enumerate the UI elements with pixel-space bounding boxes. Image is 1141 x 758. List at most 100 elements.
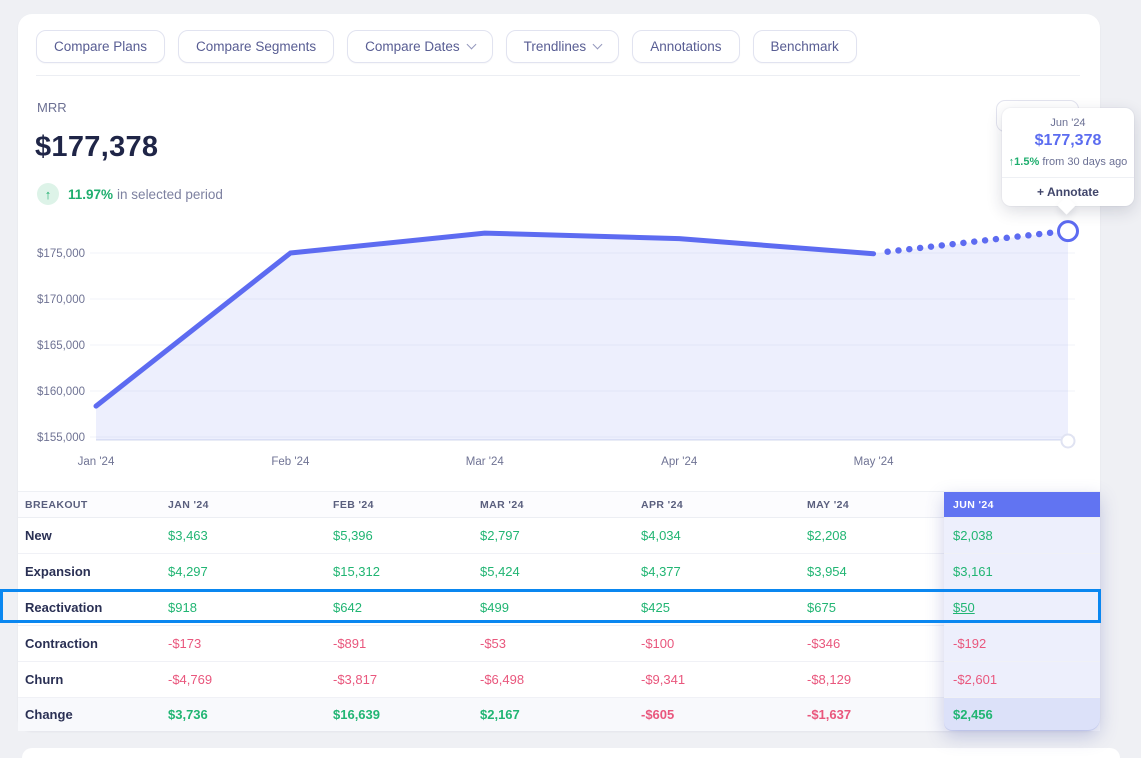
cell-value[interactable]: -$6,498 [480, 672, 525, 687]
x-axis-tick-label: Mar '24 [466, 456, 505, 468]
column-header-jun-selected[interactable]: JUN '24 [944, 492, 1100, 517]
cell-value[interactable]: $675 [807, 600, 836, 615]
cell-value[interactable]: -$9,341 [641, 672, 686, 687]
compare-dates-button[interactable]: Compare Dates [347, 30, 493, 63]
table-header-row: BREAKOUT JAN '24 FEB '24 MAR '24 APR '24… [18, 491, 1100, 518]
column-header-mar[interactable]: MAR '24 [480, 498, 524, 511]
cell-value[interactable]: $4,377 [641, 564, 681, 579]
column-header-may[interactable]: MAY '24 [807, 498, 850, 511]
cell-value-text: $50 [953, 600, 975, 615]
benchmark-button[interactable]: Benchmark [752, 30, 857, 63]
cell-value[interactable]: $15,312 [333, 564, 380, 579]
table-row-churn: Churn -$4,769 -$3,817 -$6,498 -$9,341 -$… [18, 662, 1100, 698]
growth-suffix: in selected period [117, 186, 223, 202]
breakout-table: BREAKOUT JAN '24 FEB '24 MAR '24 APR '24… [18, 491, 1100, 731]
compare-plans-button[interactable]: Compare Plans [36, 30, 166, 63]
cell-value[interactable]: $2,167 [480, 707, 520, 722]
cell-value-jun[interactable]: -$2,601 [944, 662, 1100, 697]
cell-value-jun[interactable]: $3,161 [944, 554, 1100, 589]
y-axis-tick-label: $155,000 [37, 432, 85, 444]
cell-value[interactable]: $918 [168, 600, 197, 615]
row-label: Reactivation [25, 600, 103, 615]
next-section-card [22, 748, 1120, 758]
cell-value[interactable]: $642 [333, 600, 362, 615]
column-header-apr[interactable]: APR '24 [641, 498, 684, 511]
area-fill [96, 231, 1068, 440]
tooltip-delta-suffix: from 30 days ago [1042, 156, 1128, 168]
cell-value[interactable]: $4,034 [641, 528, 681, 543]
cell-value[interactable]: $499 [480, 600, 509, 615]
button-label: Compare Plans [54, 39, 148, 54]
cell-value[interactable]: $5,424 [480, 564, 520, 579]
x-axis-tick-label: Jan '24 [78, 456, 115, 468]
y-axis-tick-label: $175,000 [37, 248, 85, 260]
row-label: New [25, 528, 52, 543]
cell-value[interactable]: -$891 [333, 636, 367, 651]
cell-value[interactable]: $5,396 [333, 528, 373, 543]
row-label: Contraction [25, 636, 98, 651]
y-axis-tick-label: $160,000 [37, 386, 85, 398]
column-header-breakout: BREAKOUT [25, 498, 88, 511]
row-label: Expansion [25, 564, 91, 579]
cell-value-jun[interactable]: $2,456 [944, 698, 1100, 731]
chevron-down-icon [592, 39, 603, 50]
x-axis-tick-label: Apr '24 [661, 456, 698, 468]
cell-value-jun[interactable]: $2,038 [944, 518, 1100, 553]
button-label: Compare Dates [365, 39, 460, 54]
row-label: Churn [25, 672, 64, 687]
button-label: Annotations [650, 39, 722, 54]
cell-value[interactable]: $2,208 [807, 528, 847, 543]
cell-value-jun[interactable]: -$192 [944, 626, 1100, 661]
chart-end-marker[interactable] [1057, 220, 1079, 243]
tooltip-value: $177,378 [1034, 132, 1102, 149]
table-row-reactivation[interactable]: Reactivation $918 $642 $499 $425 $675 $5… [18, 590, 1100, 626]
cell-value[interactable]: -$8,129 [807, 672, 852, 687]
x-axis-tick-label: Feb '24 [271, 456, 310, 468]
tooltip-delta: ↑1.5% from 30 days ago [1002, 156, 1134, 168]
table-row-contraction: Contraction -$173 -$891 -$53 -$100 -$346… [18, 626, 1100, 662]
button-label: Benchmark [770, 39, 839, 54]
cell-value-jun-link[interactable]: $50 [944, 590, 1100, 625]
chevron-down-icon [466, 39, 477, 50]
arrow-up-icon: ↑ [1008, 156, 1015, 168]
compare-segments-button[interactable]: Compare Segments [178, 30, 335, 63]
table-row-new: New $3,463 $5,396 $2,797 $4,034 $2,208 $… [18, 518, 1100, 554]
toolbar-divider [36, 75, 1080, 76]
cell-value[interactable]: $3,954 [807, 564, 847, 579]
cell-value[interactable]: -$346 [807, 636, 841, 651]
table-row-expansion: Expansion $4,297 $15,312 $5,424 $4,377 $… [18, 554, 1100, 590]
metric-value: $177,378 [35, 131, 159, 163]
chart-toolbar: Compare Plans Compare Segments Compare D… [36, 30, 857, 63]
row-label: Change [25, 707, 73, 722]
tooltip-delta-percent: 1.5% [1014, 156, 1040, 168]
cell-value[interactable]: $3,463 [168, 528, 208, 543]
button-label: Trendlines [523, 39, 587, 54]
cell-value[interactable]: -$53 [480, 636, 507, 651]
trendlines-button[interactable]: Trendlines [505, 30, 620, 63]
cell-value[interactable]: $2,797 [480, 528, 520, 543]
cell-value[interactable]: -$173 [168, 636, 202, 651]
cell-value[interactable]: $16,639 [333, 707, 380, 722]
cell-value[interactable]: $3,736 [168, 707, 208, 722]
mrr-chart[interactable]: $175,000 $170,000 $165,000 $160,000 $155,000… [18, 214, 1100, 474]
y-axis-tick-label: $170,000 [37, 294, 85, 306]
mrr-line [93, 230, 877, 409]
cell-value[interactable]: -$100 [641, 636, 675, 651]
column-header-feb[interactable]: FEB '24 [333, 498, 374, 511]
tooltip-date: Jun '24 [1050, 117, 1086, 129]
button-label: Compare Segments [196, 39, 317, 54]
cell-value[interactable]: $425 [641, 600, 670, 615]
column-header-jan[interactable]: JAN '24 [168, 498, 209, 511]
cell-value[interactable]: -$3,817 [333, 672, 378, 687]
cell-value[interactable]: $4,297 [168, 564, 208, 579]
cell-value[interactable]: -$1,637 [807, 707, 852, 722]
x-axis-tick-label: May '24 [854, 456, 895, 468]
cell-value[interactable]: -$4,769 [168, 672, 213, 687]
cell-value[interactable]: -$605 [641, 707, 675, 722]
metric-label: MRR [37, 100, 67, 115]
annotate-button[interactable]: + Annotate [1002, 177, 1134, 206]
baseline-marker [1060, 433, 1076, 449]
growth-indicator: ↑ 11.97% in selected period [37, 183, 223, 205]
chart-tooltip: Jun '24 $177,378 ↑1.5% from 30 days ago … [1002, 108, 1134, 215]
annotations-button[interactable]: Annotations [632, 30, 740, 63]
